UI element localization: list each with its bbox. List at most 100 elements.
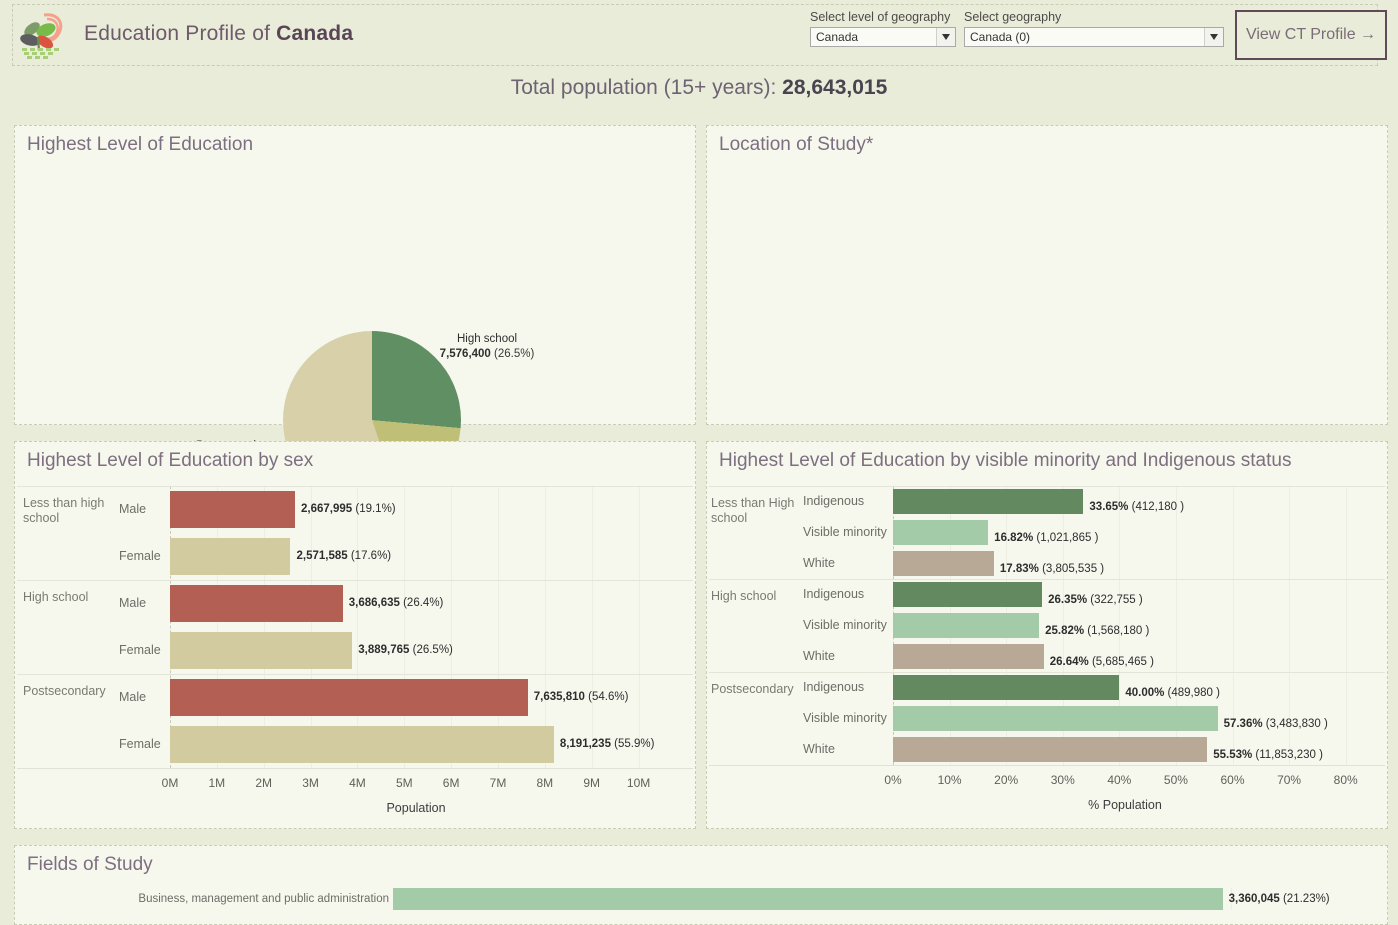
app-header: Education Profile of Canada Select level… [0, 0, 1398, 70]
group-separator [17, 486, 693, 487]
bar-value-label: 16.82% (1,021,865 ) [994, 532, 1099, 544]
panel-highest-level-of-education: Highest Level of Education High school 7,… [14, 125, 696, 509]
panel-title-by-vm: Highest Level of Education by visible mi… [719, 450, 1292, 471]
bar-value-label: 7,635,810 (54.6%) [533, 691, 629, 703]
gridline [310, 486, 312, 768]
bar[interactable] [893, 613, 1040, 638]
bar[interactable] [893, 675, 1120, 700]
bar-value-label: 57.36% (3,483,830 ) [1223, 718, 1328, 730]
bar-value-label: 2,667,995 (19.1%) [301, 503, 396, 515]
bar[interactable] [170, 679, 528, 716]
bar-series-label: White [803, 741, 835, 756]
bar[interactable] [170, 538, 291, 575]
bar[interactable] [893, 644, 1044, 669]
axis-zero-line [170, 486, 172, 768]
chevron-down-icon[interactable] [936, 28, 955, 46]
bar-series-label: Visible minority [803, 524, 887, 539]
bar-series-label: Male [119, 595, 147, 610]
panel-title-location: Location of Study* [719, 134, 874, 155]
axis-tick-label: 0M [161, 776, 179, 790]
geography-level-select[interactable]: Canada [810, 27, 956, 47]
bar-series-label: Female [119, 642, 161, 657]
bar[interactable] [893, 706, 1218, 731]
bar[interactable] [893, 520, 989, 545]
bar-series-label: Male [119, 689, 147, 704]
total-population-label: Total population (15+ years): [510, 76, 783, 99]
group-separator [709, 579, 1385, 580]
bar-series-label: Indigenous [803, 586, 865, 601]
bar-value-label: 40.00% (489,980 ) [1125, 687, 1220, 699]
group-separator [709, 672, 1385, 673]
bar-chart-by-visible-minority: Less than High school Indigenous 33.65% (4… [707, 482, 1387, 828]
bar-value-label: 3,889,765 (26.5%) [358, 644, 453, 656]
panel-title-fields-of-study: Fields of Study [27, 854, 153, 875]
bar-value-label: 26.35% (322,755 ) [1048, 594, 1143, 606]
bar-group-category-label: Less than High school [711, 496, 795, 525]
gridline [404, 486, 406, 768]
bar[interactable] [393, 888, 1223, 910]
axis-tick-label: 4M [349, 776, 366, 790]
chevron-down-icon[interactable] [1204, 28, 1223, 46]
bar[interactable] [170, 491, 295, 528]
bar-group-category-label: High school [23, 590, 89, 604]
bar-series-label: White [803, 555, 835, 570]
bar-value-label: 2,571,585 (17.6%) [296, 550, 392, 562]
bar-series-label: Visible minority [803, 710, 887, 725]
pie-slice-label: High school 7,576,400 (26.5%) [415, 332, 559, 362]
bar-group-category-label: Postsecondary [23, 684, 106, 698]
geography-name-select[interactable]: Canada (0) [964, 27, 1224, 47]
axis-tick-label: 50% [1163, 773, 1188, 787]
bar[interactable] [893, 489, 1084, 514]
bar-series-label: White [803, 648, 835, 663]
pie-slice-name: High school [456, 333, 518, 345]
axis-baseline [709, 765, 1385, 766]
gridline [544, 486, 546, 768]
bar-group-category-label: Postsecondary [711, 682, 794, 696]
group-separator [17, 580, 693, 581]
axis-tick-label: 80% [1333, 773, 1358, 787]
gridline [1175, 486, 1177, 765]
field-of-study-label: Business, management and public administ… [138, 893, 389, 905]
gridline [216, 486, 218, 768]
geography-name-label: Select geography [964, 10, 1062, 24]
panel-education-by-sex: Highest Level of Education by sex Less t… [14, 441, 696, 829]
bar-value-label: 26.64% (5,685,465 ) [1049, 656, 1154, 668]
bar[interactable] [170, 632, 353, 669]
axis-tick-label: 10% [937, 773, 962, 787]
axis-tick-label: 8M [536, 776, 554, 790]
bar[interactable] [893, 582, 1043, 607]
panel-location-of-study: Location of Study* Inside Canada – Diffe… [706, 125, 1388, 425]
bar[interactable] [170, 726, 554, 763]
gridline [498, 486, 499, 768]
bar-series-label: Male [119, 501, 147, 516]
bar-value-label: 3,686,635 (26.4%) [348, 597, 444, 609]
axis-tick-label: 7M [489, 776, 507, 790]
bar-value-label: 3,360,045 (21.23%) [1228, 893, 1330, 905]
leaf-plant-logo-icon [14, 7, 70, 63]
panel-title-education: Highest Level of Education [27, 134, 254, 155]
gridline [1289, 486, 1291, 765]
bar-value-label: 8,191,235 (55.9%) [559, 738, 655, 750]
bar-value-label: 25.82% (1,568,180 ) [1045, 625, 1150, 637]
bar[interactable] [893, 737, 1208, 762]
bar-value-label: 17.83% (3,805,535 ) [999, 563, 1105, 575]
axis-tick-label: 2M [255, 776, 273, 790]
bar-series-label: Indigenous [803, 679, 865, 694]
axis-tick-label: 0% [884, 773, 902, 787]
axis-tick-label: 3M [302, 776, 319, 790]
axis-tick-label: 70% [1277, 773, 1302, 787]
group-separator [709, 486, 1385, 487]
gridline [1119, 486, 1121, 765]
axis-tick-label: 10M [626, 776, 651, 790]
pie-slice-value: 7,576,400 (26.5%) [439, 348, 535, 360]
geography-name-value: Canada (0) [970, 30, 1031, 44]
bar[interactable] [893, 551, 994, 576]
geography-level-value: Canada [816, 30, 859, 44]
axis-tick-label: 40% [1107, 773, 1132, 787]
view-ct-profile-button[interactable]: View CT Profile → [1235, 10, 1387, 60]
axis-tick-label: 5M [395, 776, 413, 790]
bar[interactable] [170, 585, 343, 622]
gridline [1232, 486, 1234, 765]
page-title-prefix: Education Profile of [84, 22, 277, 45]
bar-value-label: 33.65% (412,180 ) [1089, 501, 1185, 513]
